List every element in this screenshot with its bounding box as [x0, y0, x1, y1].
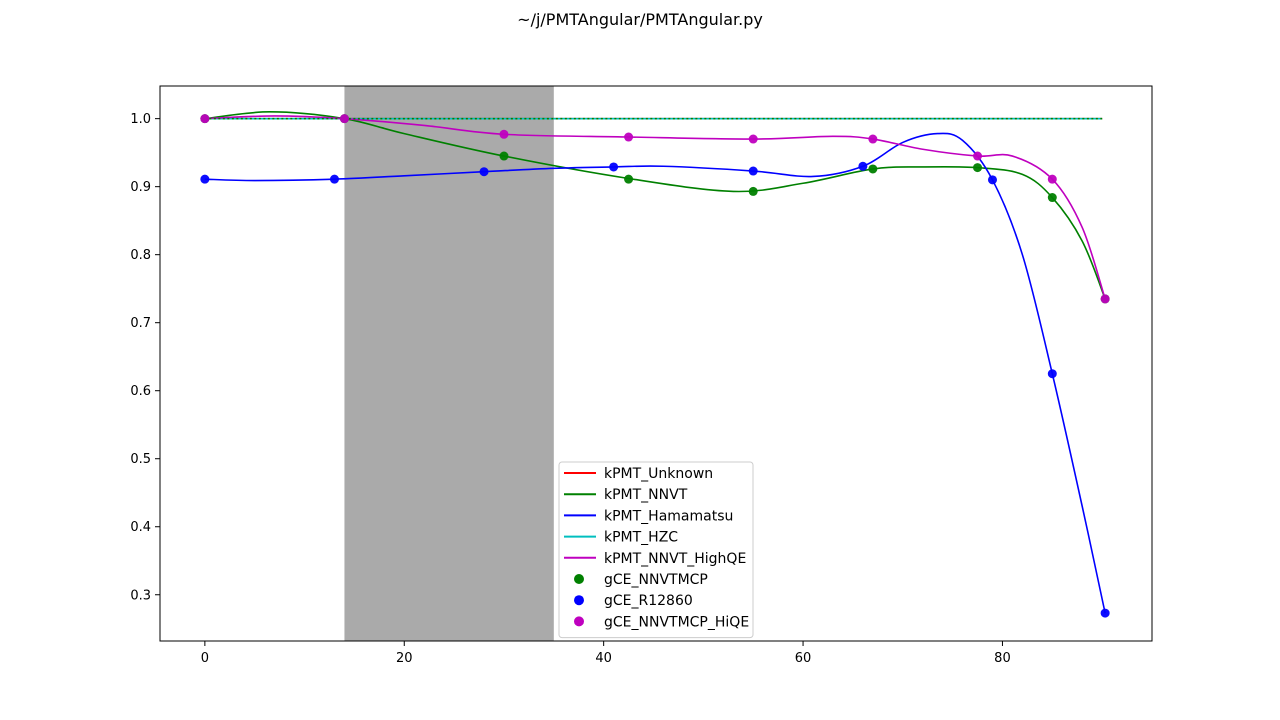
y-tick-label: 0.5 — [130, 452, 151, 467]
data-point-gce-nnvtmcp — [973, 163, 983, 173]
data-point-gce-nnvtmcp-hiqe — [499, 129, 509, 139]
y-tick-label: 0.9 — [130, 180, 151, 195]
data-point-gce-nnvtmcp — [499, 151, 509, 161]
data-point-gce-nnvtmcp-hiqe — [1100, 294, 1110, 304]
shaded-region — [344, 86, 554, 641]
y-tick-label: 0.4 — [130, 520, 151, 535]
y-tick-label: 0.7 — [130, 316, 151, 331]
data-point-gce-nnvtmcp-hiqe — [973, 151, 983, 161]
data-point-gce-nnvtmcp-hiqe — [868, 134, 878, 144]
legend-marker — [574, 595, 584, 606]
data-point-gce-nnvtmcp-hiqe — [624, 132, 634, 142]
data-point-gce-nnvtmcp-hiqe — [748, 134, 758, 144]
series-line-kpmt-hamamatsu — [204, 132, 1106, 614]
data-point-gce-r12860 — [1100, 608, 1110, 618]
legend-box — [558, 461, 754, 639]
legend-label: kPMT_NNVT_HighQE — [604, 551, 746, 567]
figure-title: ~/j/PMTAngular/PMTAngular.py — [517, 10, 763, 29]
legend-label: gCE_NNVTMCP_HiQE — [604, 614, 749, 630]
x-tick-label: 40 — [595, 651, 612, 666]
legend-label: gCE_NNVTMCP — [604, 572, 708, 588]
data-point-gce-nnvtmcp — [748, 186, 758, 196]
y-tick-label: 0.3 — [130, 588, 151, 603]
data-point-gce-r12860 — [479, 167, 489, 177]
data-point-gce-r12860 — [200, 174, 210, 184]
legend-label: kPMT_Unknown — [604, 466, 713, 482]
legend-label: kPMT_HZC — [604, 530, 678, 546]
y-tick-label: 0.8 — [130, 248, 151, 263]
data-point-gce-r12860 — [858, 161, 868, 171]
series-line-kpmt-nnvt — [204, 111, 1106, 300]
legend-marker — [574, 574, 584, 584]
data-point-gce-r12860 — [329, 174, 339, 184]
y-tick-label: 0.6 — [130, 384, 151, 399]
plot-frame — [159, 85, 1153, 642]
legend-label: kPMT_NNVT — [604, 487, 688, 503]
series-line-kpmt-nnvt-highqe — [204, 115, 1106, 300]
data-point-gce-r12860 — [1047, 369, 1057, 379]
x-tick-label: 20 — [396, 651, 413, 666]
data-point-gce-r12860 — [987, 175, 997, 185]
data-point-gce-nnvtmcp-hiqe — [200, 114, 210, 124]
data-point-gce-nnvtmcp — [868, 164, 878, 174]
data-point-gce-nnvtmcp-hiqe — [1047, 174, 1057, 184]
x-tick-label: 60 — [795, 651, 812, 666]
data-point-gce-nnvtmcp — [1047, 193, 1057, 203]
x-tick-label: 0 — [201, 651, 209, 666]
data-point-gce-nnvtmcp — [624, 174, 634, 184]
y-tick-label: 1.0 — [130, 112, 151, 127]
legend-marker — [574, 616, 584, 627]
data-point-gce-r12860 — [609, 162, 619, 172]
data-point-gce-nnvtmcp-hiqe — [339, 114, 349, 124]
legend-label: kPMT_Hamamatsu — [604, 508, 733, 524]
legend-label: gCE_R12860 — [604, 593, 693, 609]
data-point-gce-r12860 — [748, 166, 758, 176]
x-tick-label: 80 — [994, 651, 1011, 666]
